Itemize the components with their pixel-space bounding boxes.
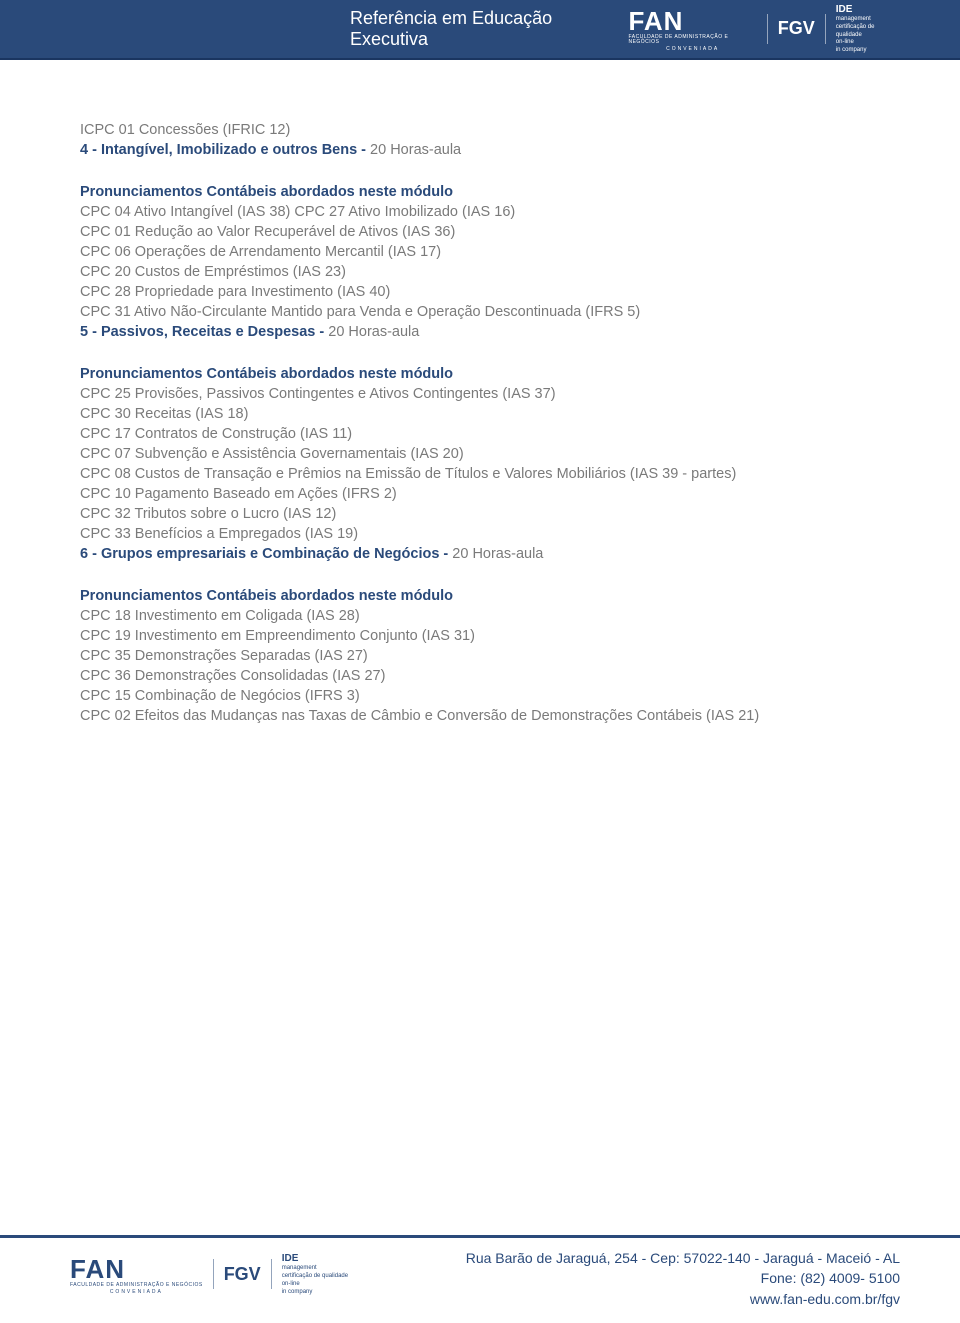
page-content: ICPC 01 Concessões (IFRIC 12) 4 - Intang…	[0, 60, 960, 726]
module-5-title: 5 - Passivos, Receitas e Despesas - 20 H…	[80, 322, 890, 342]
body-line: CPC 01 Redução ao Valor Recuperável de A…	[80, 222, 890, 242]
page-footer: FAN FACULDADE DE ADMINISTRAÇÃO E NEGÓCIO…	[0, 1235, 960, 1323]
logo-divider-icon	[271, 1259, 272, 1289]
module-4-title: 4 - Intangível, Imobilizado e outros Ben…	[80, 140, 890, 160]
body-line: CPC 15 Combinação de Negócios (IFRS 3)	[80, 686, 890, 706]
ide-logo-block: IDE management certificação de qualidade…	[282, 1252, 348, 1296]
footer-address: Rua Barão de Jaraguá, 254 - Cep: 57022-1…	[466, 1248, 900, 1268]
body-line: CPC 18 Investimento em Coligada (IAS 28)	[80, 606, 890, 626]
ide-logo-big: IDE	[836, 3, 900, 16]
body-line: CPC 08 Custos de Transação e Prêmios na …	[80, 464, 890, 484]
module-5-hours: 20 Horas-aula	[328, 324, 419, 340]
ide-line: in company	[836, 47, 900, 55]
fan-logo-conveniada: CONVENIADA	[628, 47, 756, 52]
body-line: CPC 32 Tributos sobre o Lucro (IAS 12)	[80, 504, 890, 524]
header-logo-block: FAN FACULDADE DE ADMINISTRAÇÃO E NEGÓCIO…	[628, 3, 900, 55]
ide-line: in company	[282, 1289, 348, 1297]
body-line: CPC 31 Ativo Não-Circulante Mantido para…	[80, 302, 890, 322]
body-line: CPC 04 Ativo Intangível (IAS 38) CPC 27 …	[80, 202, 890, 222]
fgv-logo-text: FGV	[778, 18, 815, 39]
module-6-subhead: Pronunciamentos Contábeis abordados nest…	[80, 586, 890, 606]
fan-logo-subtitle: FACULDADE DE ADMINISTRAÇÃO E NEGÓCIOS	[628, 35, 756, 45]
fan-logo-conveniada: CONVENIADA	[70, 1290, 203, 1295]
body-line: ICPC 01 Concessões (IFRIC 12)	[80, 120, 890, 140]
ide-line: on-line	[282, 1281, 348, 1289]
module-6-hours: 20 Horas-aula	[452, 546, 543, 562]
body-line: CPC 33 Benefícios a Empregados (IAS 19)	[80, 524, 890, 544]
module-5-subhead: Pronunciamentos Contábeis abordados nest…	[80, 364, 890, 384]
footer-logo-block: FAN FACULDADE DE ADMINISTRAÇÃO E NEGÓCIO…	[70, 1252, 348, 1296]
ide-line: management	[282, 1265, 348, 1273]
body-line: CPC 07 Subvenção e Assistência Govername…	[80, 444, 890, 464]
body-line: CPC 10 Pagamento Baseado em Ações (IFRS …	[80, 484, 890, 504]
body-line: CPC 20 Custos de Empréstimos (IAS 23)	[80, 262, 890, 282]
module-4-hours: 20 Horas-aula	[370, 142, 461, 158]
logo-divider-icon	[213, 1259, 214, 1289]
page-header: Referência em Educação Executiva FAN FAC…	[0, 0, 960, 60]
body-line: CPC 25 Provisões, Passivos Contingentes …	[80, 384, 890, 404]
module-6-title-strong: 6 - Grupos empresariais e Combinação de …	[80, 546, 452, 562]
logo-divider-icon	[767, 14, 768, 44]
body-line: CPC 02 Efeitos das Mudanças nas Taxas de…	[80, 706, 890, 726]
ide-line: certificação de qualidade	[836, 24, 900, 40]
fan-logo: FAN FACULDADE DE ADMINISTRAÇÃO E NEGÓCIO…	[70, 1254, 203, 1295]
fan-logo: FAN FACULDADE DE ADMINISTRAÇÃO E NEGÓCIO…	[628, 6, 756, 52]
logo-divider-icon	[825, 14, 826, 44]
body-line: CPC 36 Demonstrações Consolidadas (IAS 2…	[80, 666, 890, 686]
footer-text-block: Rua Barão de Jaraguá, 254 - Cep: 57022-1…	[466, 1248, 900, 1309]
module-4-title-strong: 4 - Intangível, Imobilizado e outros Ben…	[80, 142, 370, 158]
spacer	[80, 342, 890, 364]
module-4-subhead: Pronunciamentos Contábeis abordados nest…	[80, 182, 890, 202]
footer-url: www.fan-edu.com.br/fgv	[466, 1289, 900, 1309]
module-5-title-strong: 5 - Passivos, Receitas e Despesas -	[80, 324, 328, 340]
header-title: Referência em Educação Executiva	[350, 8, 628, 50]
ide-line: on-line	[836, 39, 900, 47]
fan-logo-text: FAN	[70, 1254, 203, 1285]
ide-line: certificação de qualidade	[282, 1273, 348, 1281]
spacer	[80, 564, 890, 586]
body-line: CPC 28 Propriedade para Investimento (IA…	[80, 282, 890, 302]
body-line: CPC 17 Contratos de Construção (IAS 11)	[80, 424, 890, 444]
fan-logo-text: FAN	[628, 6, 756, 37]
ide-logo-block: IDE management certificação de qualidade…	[836, 3, 900, 55]
body-line: CPC 35 Demonstrações Separadas (IAS 27)	[80, 646, 890, 666]
spacer	[80, 160, 890, 182]
fgv-logo-text: FGV	[224, 1264, 261, 1285]
footer-phone: Fone: (82) 4009- 5100	[466, 1268, 900, 1288]
module-6-title: 6 - Grupos empresariais e Combinação de …	[80, 544, 890, 564]
body-line: CPC 30 Receitas (IAS 18)	[80, 404, 890, 424]
fan-logo-subtitle: FACULDADE DE ADMINISTRAÇÃO E NEGÓCIOS	[70, 1283, 203, 1288]
ide-logo-big: IDE	[282, 1252, 348, 1265]
body-line: CPC 06 Operações de Arrendamento Mercant…	[80, 242, 890, 262]
ide-line: management	[836, 16, 900, 24]
body-line: CPC 19 Investimento em Empreendimento Co…	[80, 626, 890, 646]
